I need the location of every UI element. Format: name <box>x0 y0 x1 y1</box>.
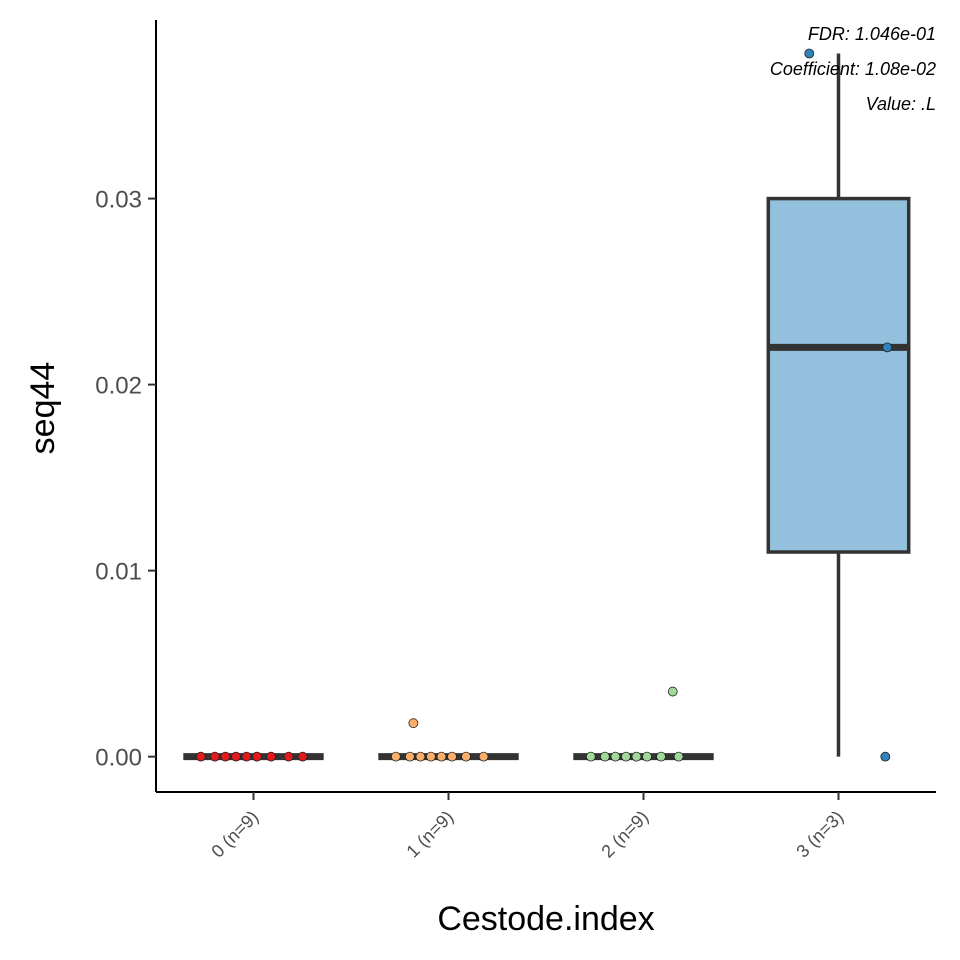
x-tick-label: 1 (n=9) <box>402 807 457 862</box>
data-point <box>408 718 419 729</box>
data-point <box>231 751 241 762</box>
data-point <box>195 751 206 762</box>
annotation-value: Value: .L <box>866 94 936 114</box>
y-tick-label: 0.01 <box>95 559 142 586</box>
data-point <box>390 751 401 762</box>
data-point <box>447 751 457 762</box>
data-point <box>478 751 489 762</box>
boxes-layer <box>183 53 911 761</box>
data-point <box>283 751 294 762</box>
data-point <box>436 751 447 762</box>
y-tick-label: 0.03 <box>95 187 142 214</box>
x-tick-label: 3 (n=3) <box>792 807 847 862</box>
annotation-coefficient: Coefficient: 1.08e-02 <box>770 59 936 79</box>
data-point <box>252 751 262 762</box>
data-point <box>673 751 684 762</box>
data-point <box>461 751 471 762</box>
y-axis: 0.00 0.01 0.02 0.03 <box>95 20 157 792</box>
data-point <box>667 686 678 697</box>
points-group <box>585 686 684 762</box>
data-point <box>241 751 252 762</box>
data-point <box>220 751 231 762</box>
data-point <box>415 751 426 762</box>
x-tick-label: 0 (n=9) <box>207 807 262 862</box>
data-point <box>804 48 815 59</box>
data-point <box>621 751 631 762</box>
annotation-fdr: FDR: 1.046e-01 <box>808 24 936 44</box>
data-point <box>209 751 220 762</box>
data-point <box>642 751 652 762</box>
data-point <box>297 751 308 762</box>
data-point <box>631 751 642 762</box>
data-point <box>882 342 893 353</box>
points-group <box>804 48 893 762</box>
data-point <box>610 751 621 762</box>
x-axis: 0 (n=9) 1 (n=9) 2 (n=9) 3 (n=3) <box>156 791 936 862</box>
box-body <box>766 196 911 554</box>
data-point <box>656 751 666 762</box>
data-point <box>599 751 610 762</box>
x-axis-title: Cestode.index <box>437 900 654 938</box>
x-tick-label: 2 (n=9) <box>597 807 652 862</box>
points-group <box>390 718 489 762</box>
y-tick-label: 0.02 <box>95 373 142 400</box>
points-group <box>195 751 308 762</box>
data-point <box>426 751 436 762</box>
box-group <box>766 53 911 757</box>
y-axis-title: seq44 <box>24 362 62 455</box>
y-tick-label: 0.00 <box>95 745 142 772</box>
data-point <box>266 751 276 762</box>
data-point <box>880 751 891 762</box>
data-point <box>404 751 415 762</box>
points-layer <box>195 48 893 762</box>
data-point <box>585 751 596 762</box>
